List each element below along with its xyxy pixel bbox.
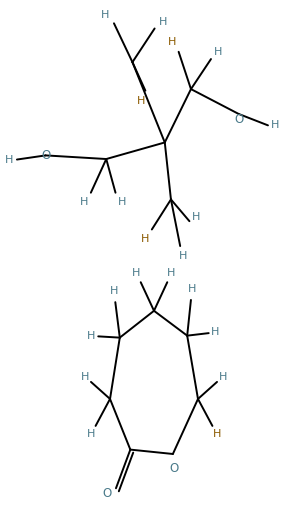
- Text: H: H: [101, 10, 110, 20]
- Text: H: H: [110, 286, 118, 296]
- Text: O: O: [42, 149, 51, 162]
- Text: H: H: [188, 284, 196, 294]
- Text: H: H: [132, 268, 141, 278]
- Text: H: H: [178, 251, 187, 262]
- Text: H: H: [118, 197, 127, 207]
- Text: H: H: [5, 154, 14, 165]
- Text: H: H: [87, 331, 96, 341]
- Text: H: H: [213, 429, 221, 439]
- Text: H: H: [271, 120, 280, 131]
- Text: O: O: [170, 462, 179, 475]
- Text: H: H: [167, 268, 176, 278]
- Text: H: H: [141, 234, 149, 244]
- Text: H: H: [211, 327, 220, 337]
- Text: H: H: [159, 17, 168, 27]
- Text: H: H: [192, 212, 201, 222]
- Text: H: H: [219, 371, 227, 382]
- Text: H: H: [136, 96, 145, 106]
- Text: H: H: [80, 197, 88, 207]
- Text: O: O: [235, 112, 244, 126]
- Text: H: H: [213, 47, 222, 57]
- Text: H: H: [168, 37, 176, 48]
- Text: O: O: [103, 487, 112, 500]
- Text: H: H: [87, 429, 95, 439]
- Text: H: H: [81, 371, 89, 382]
